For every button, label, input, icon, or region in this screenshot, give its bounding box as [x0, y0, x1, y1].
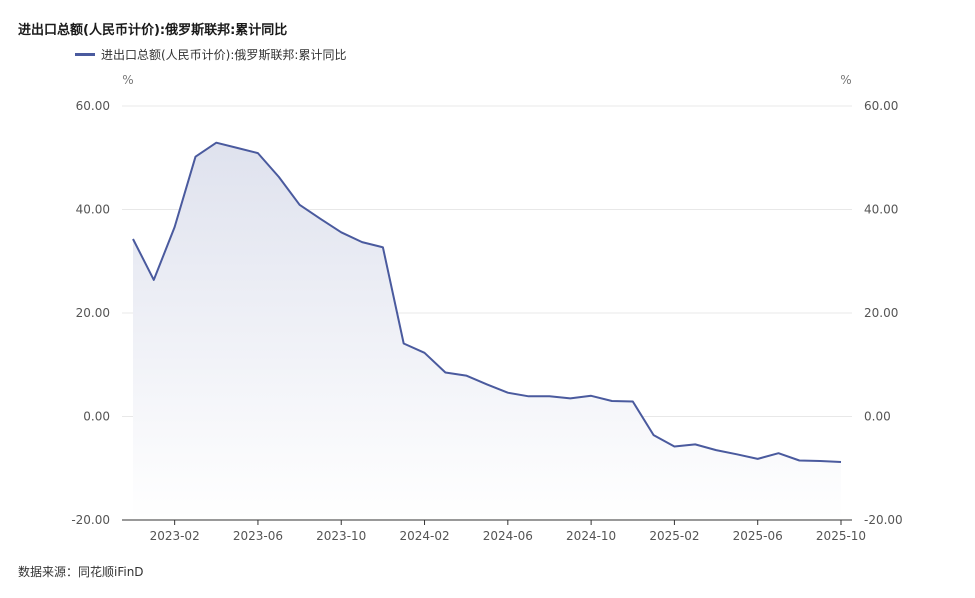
data-source: 数据来源：同花顺iFinD: [18, 565, 144, 579]
x-tick-label: 2023-06: [233, 529, 283, 543]
y-tick-label-right: 0.00: [864, 410, 891, 424]
series-line: [132, 141, 842, 463]
x-axis: 2023-02 2023-06 2023-10 2024-02 2024-06 2024-…: [150, 520, 866, 543]
legend[interactable]: 进出口总额(人民币计价):俄罗斯联邦:累计同比: [75, 46, 346, 63]
y-axis-left: 60.00 40.00 20.00 0.00 -20.00: [71, 99, 110, 527]
x-tick-label: 2025-06: [733, 529, 783, 543]
series-area: [133, 142, 841, 520]
y-tick-label-left: 40.00: [76, 203, 110, 217]
y-tick-label-left: 0.00: [83, 410, 110, 424]
y-tick-label-right: 60.00: [864, 99, 898, 113]
x-tick-label: 2024-10: [566, 529, 616, 543]
y-tick-label-left: 60.00: [76, 99, 110, 113]
x-tick-label: 2025-10: [816, 529, 866, 543]
chart-title: 进出口总额(人民币计价):俄罗斯联邦:累计同比: [18, 23, 288, 38]
y-unit-right: %: [840, 73, 851, 87]
y-tick-label-left: -20.00: [71, 513, 110, 527]
y-axis-right: 60.00 40.00 20.00 0.00 -20.00: [864, 99, 903, 527]
x-tick-label: 2025-02: [649, 529, 699, 543]
x-tick-label: 2023-02: [150, 529, 200, 543]
legend-line-swatch: [75, 53, 95, 56]
x-tick-label: 2024-06: [483, 529, 533, 543]
legend-label: 进出口总额(人民币计价):俄罗斯联邦:累计同比: [101, 48, 347, 62]
y-unit-left: %: [122, 73, 133, 87]
x-tick-label: 2024-02: [399, 529, 449, 543]
y-tick-label-right: -20.00: [864, 513, 903, 527]
y-tick-label-left: 20.00: [76, 306, 110, 320]
x-tick-label: 2023-10: [316, 529, 366, 543]
y-tick-label-right: 40.00: [864, 203, 898, 217]
y-tick-label-right: 20.00: [864, 306, 898, 320]
